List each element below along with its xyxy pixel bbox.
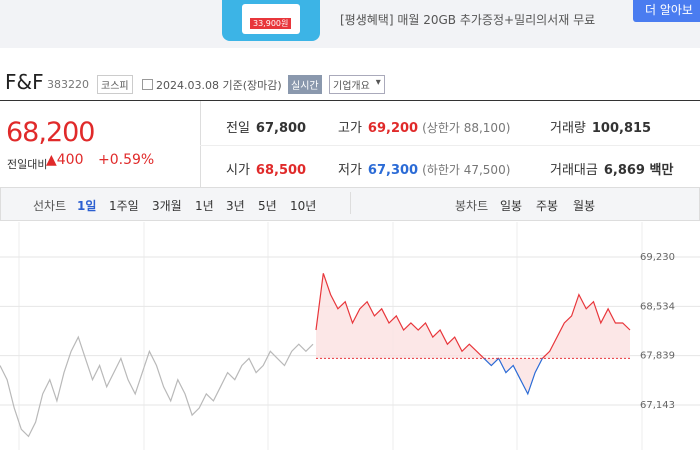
ad-image[interactable]: 33,900원 xyxy=(222,0,320,41)
y-tick-label: 68,534 xyxy=(640,301,675,312)
price-line xyxy=(315,273,631,396)
stat-cell: 전일 67,800 xyxy=(226,117,306,136)
divider xyxy=(200,145,700,146)
stat-note: (상한가 88,100) xyxy=(422,121,511,135)
area xyxy=(316,273,630,394)
stat-label: 거래량 xyxy=(550,121,586,136)
current-price: 68,200 xyxy=(6,117,95,148)
stat-row: 시가 68,500 저가 67,300 (하한가 47,500) 거래대금 6,869 백만 xyxy=(200,145,700,187)
stat-cell: 시가 68,500 xyxy=(226,159,306,178)
stat-label: 시가 xyxy=(226,163,250,178)
divider xyxy=(200,101,201,187)
price-line xyxy=(0,335,314,438)
stat-row: 전일 67,800 고가 69,200 (상한가 88,100) 거래량 100,815 xyxy=(200,103,700,145)
stat-value: 67,300 xyxy=(367,163,419,178)
stat-label: 저가 xyxy=(338,163,362,178)
stat-cell: 저가 67,300 (하한가 47,500) xyxy=(338,159,510,178)
y-tick-label: 67,839 xyxy=(640,351,675,362)
tab[interactable]: 월봉 xyxy=(573,199,596,213)
change: ▲400 xyxy=(46,152,84,168)
stat-value: 67,800 xyxy=(255,121,307,136)
stat-value: 6,869 백만 xyxy=(603,163,674,178)
tab[interactable]: 1일 xyxy=(77,199,97,213)
stat-cell: 거래량 100,815 xyxy=(550,117,651,136)
stat-note: (하한가 47,500) xyxy=(422,163,511,177)
ad-button[interactable]: 더 알아보 xyxy=(633,0,700,22)
y-tick-label: 69,230 xyxy=(640,252,675,263)
stat-value: 100,815 xyxy=(591,121,652,136)
divider xyxy=(350,192,351,214)
market-badge: 코스피 xyxy=(97,75,133,94)
tab[interactable]: 5년 xyxy=(258,199,277,213)
stat-cell: 고가 69,200 (상한가 88,100) xyxy=(338,117,510,136)
divider xyxy=(0,100,700,101)
date: 2024.03.08 기준(장마감) xyxy=(156,79,282,92)
calendar-icon xyxy=(142,79,153,90)
stock-name: F&F xyxy=(5,70,44,94)
tab[interactable]: 1주일 xyxy=(109,199,139,213)
y-tick-label: 67,143 xyxy=(640,400,675,411)
tab-group-label: 선차트 xyxy=(33,199,67,213)
overview-label: 기업개요 xyxy=(333,81,370,92)
stat-value: 68,500 xyxy=(255,163,307,178)
overview-button[interactable]: 기업개요 ▾ xyxy=(329,75,385,94)
stat-label: 거래대금 xyxy=(550,163,598,178)
stock-code: 383220 xyxy=(47,78,89,91)
tab[interactable]: 3년 xyxy=(226,199,245,213)
ad-price: 33,900원 xyxy=(250,18,292,29)
ad-banner xyxy=(0,0,700,48)
tab[interactable]: 일봉 xyxy=(500,199,523,213)
tab-group-label: 봉차트 xyxy=(455,199,489,213)
change-label: 전일대비 xyxy=(7,158,48,171)
tab[interactable]: 주봉 xyxy=(536,199,559,213)
change-rate: +0.59% xyxy=(98,152,155,168)
stat-value: 69,200 xyxy=(367,121,419,136)
stat-label: 고가 xyxy=(338,121,362,136)
realtime-button[interactable]: 실시간 xyxy=(288,75,322,94)
stat-label: 전일 xyxy=(226,121,250,136)
tab[interactable]: 3개월 xyxy=(152,199,182,213)
tab[interactable]: 10년 xyxy=(290,199,317,213)
ad-text[interactable]: [평생혜택] 매월 20GB 추가증정+밀리의서재 무료 xyxy=(340,13,596,27)
tab[interactable]: 1년 xyxy=(195,199,214,213)
stat-cell: 거래대금 6,869 백만 xyxy=(550,159,673,178)
